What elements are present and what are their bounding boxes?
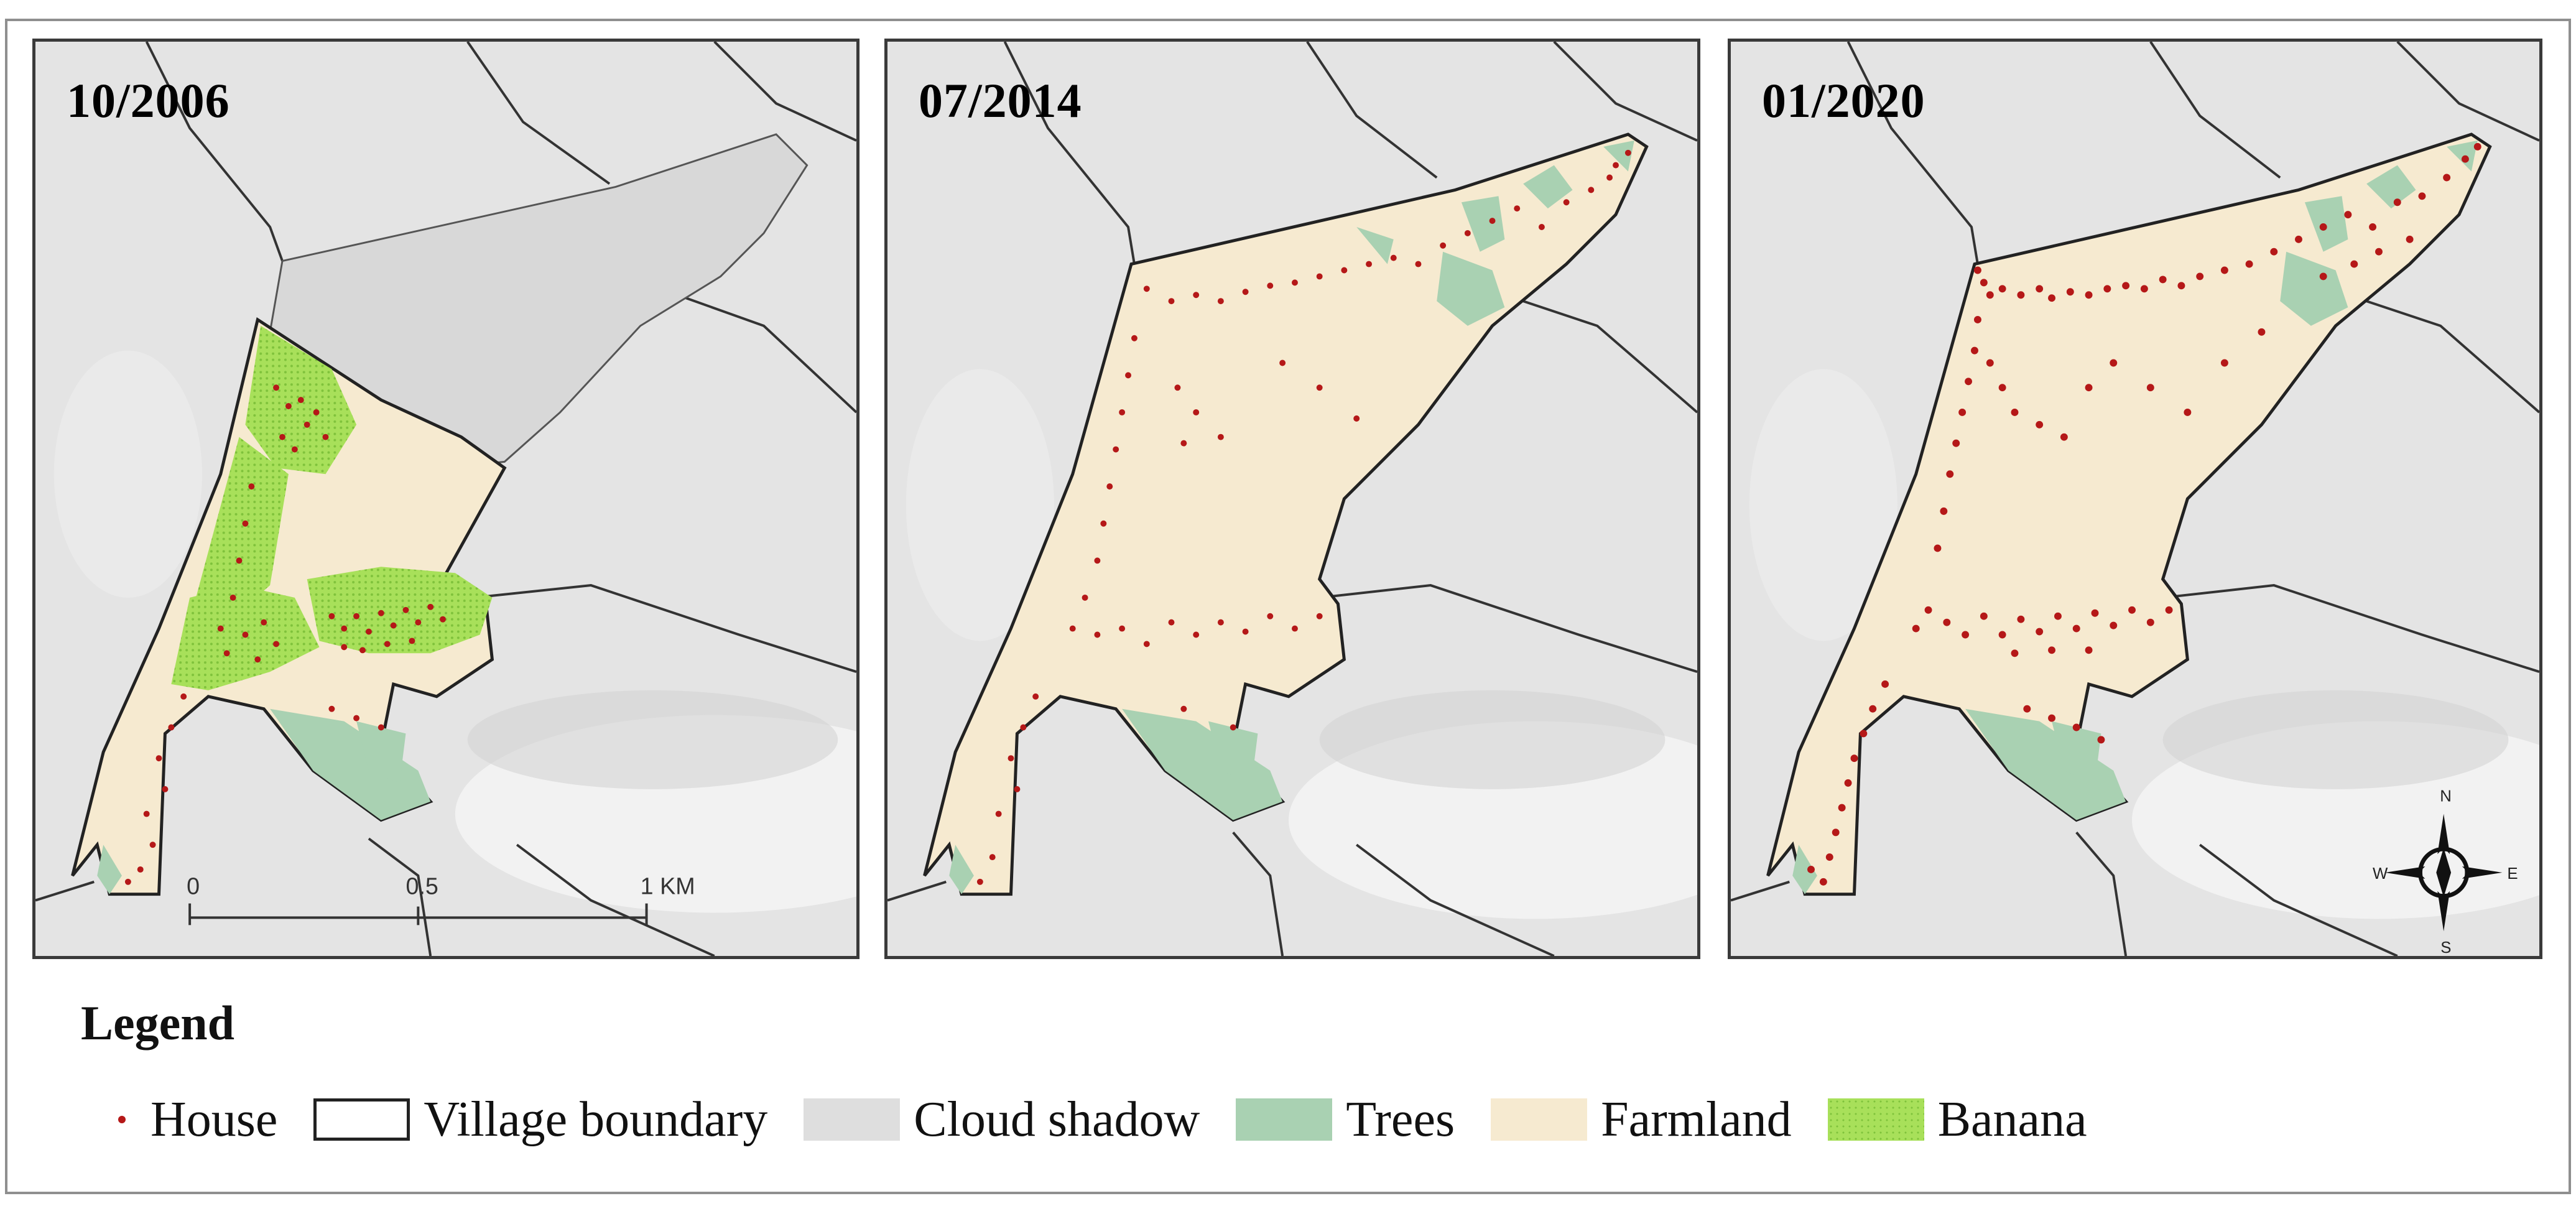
legend-label-banana: Banana	[1937, 1092, 2087, 1147]
compass-n: N	[2440, 788, 2452, 805]
tree-areas	[949, 140, 1634, 894]
trees-swatch	[1236, 1098, 1333, 1141]
panel-date-2006: 10/2006	[67, 73, 230, 128]
map-2014-svg	[887, 42, 1697, 956]
map-panel-2014: 07/2014	[884, 39, 1700, 959]
house-points-2014	[976, 149, 1631, 885]
other-village-boundaries	[887, 42, 1697, 956]
panel-date-2014: 07/2014	[919, 73, 1082, 128]
legend-label-house: House	[151, 1092, 278, 1147]
legend-item-cloud-shadow: Cloud shadow	[804, 1095, 1200, 1144]
farmland-swatch	[1491, 1098, 1588, 1141]
house-points-2020	[1807, 142, 2481, 886]
scale-label-half: 0.5	[405, 873, 438, 899]
scale-bar	[188, 903, 648, 925]
legend-label-village-boundary: Village boundary	[424, 1092, 768, 1147]
legend-item-house: House	[118, 1095, 277, 1144]
compass-e: E	[2507, 865, 2518, 883]
legend-title: Legend	[81, 996, 235, 1050]
compass-w: W	[2373, 865, 2388, 883]
scale-label-0: 0	[187, 873, 200, 899]
cloud-shadow-swatch	[804, 1098, 901, 1141]
legend-item-trees: Trees	[1236, 1095, 1455, 1144]
other-village-boundaries	[35, 42, 856, 956]
legend-label-farmland: Farmland	[1601, 1092, 1792, 1147]
legend-item-village-boundary: Village boundary	[313, 1095, 767, 1144]
compass-rose	[2384, 814, 2503, 932]
map-2006-svg: 0 0.5 1 KM	[35, 42, 856, 956]
scale-label-1km: 1 KM	[641, 873, 695, 899]
legend-label-cloud-shadow: Cloud shadow	[914, 1092, 1200, 1147]
banana-areas	[171, 325, 493, 690]
map-panel-2006: 0 0.5 1 KM 10/2006	[32, 39, 859, 959]
map-2020-svg: N S W E	[1731, 42, 2539, 956]
other-village-boundaries	[1731, 42, 2539, 956]
house-dot-icon	[118, 1116, 126, 1123]
map-panel-2020: N S W E 01/2020	[1728, 39, 2542, 959]
village-boundary-swatch	[313, 1098, 410, 1141]
legend-label-trees: Trees	[1346, 1092, 1455, 1147]
legend-item-farmland: Farmland	[1491, 1095, 1792, 1144]
compass-s: S	[2440, 939, 2451, 956]
tree-areas	[1792, 140, 2478, 894]
legend: House Village boundary Cloud shadow Tree…	[118, 1085, 2123, 1154]
tree-areas	[97, 708, 431, 894]
legend-item-banana: Banana	[1827, 1092, 2087, 1147]
panel-date-2020: 01/2020	[1762, 73, 1925, 128]
banana-swatch	[1827, 1098, 1924, 1141]
house-points-2006	[124, 384, 446, 885]
